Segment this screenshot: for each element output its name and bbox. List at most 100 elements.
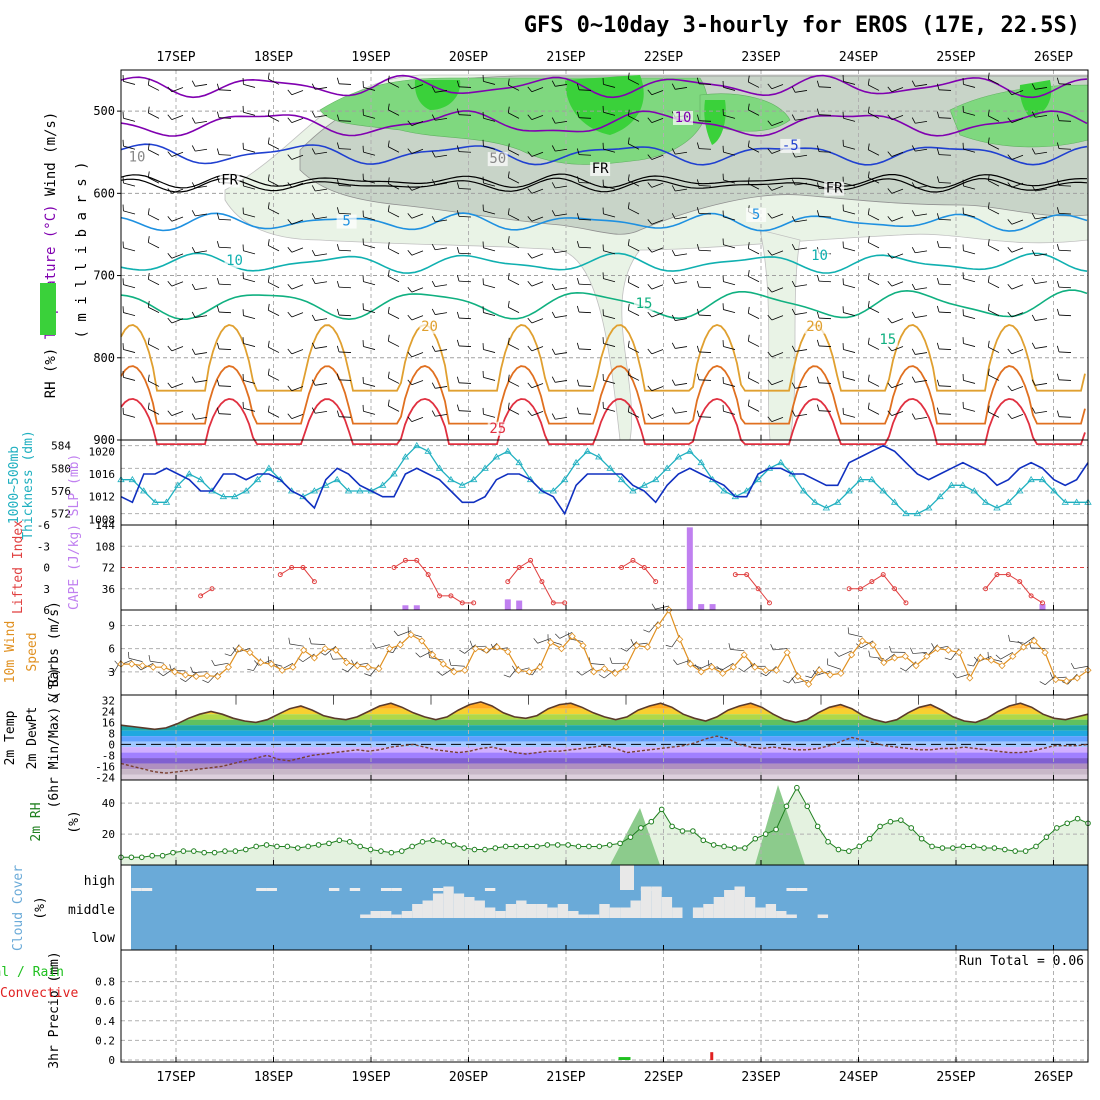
- wind-barb: [387, 306, 400, 320]
- wind-barb-feather: [867, 208, 870, 215]
- wind-barb-feather: [962, 142, 964, 150]
- wind10m-barb: [630, 638, 648, 646]
- wind-barb-staff: [651, 349, 664, 355]
- wind-barb: [1031, 407, 1048, 414]
- wind-barb: [962, 272, 976, 283]
- ua-ylabel: RH (%) Temperature (°C) Wind (m/s): [43, 112, 59, 399]
- rh2m-point: [638, 825, 644, 831]
- wind-barb-feather: [267, 174, 270, 181]
- wind-barb-feather: [407, 213, 413, 219]
- wind-barb-staff: [268, 180, 280, 187]
- thickness-point: [868, 475, 876, 483]
- wind-barb-feather: [551, 283, 556, 290]
- rh2m-point: [658, 806, 665, 813]
- wind-speed-point: [343, 658, 351, 667]
- wind-barb-feather: [311, 83, 316, 90]
- wind-barb: [336, 410, 352, 418]
- wind-barb: [482, 111, 496, 122]
- temp2m-ytick: -24: [95, 771, 115, 784]
- rh2m-point: [554, 842, 561, 848]
- wind-barb-feather: [911, 413, 916, 420]
- wind-barb: [867, 300, 880, 314]
- wind-barb-staff: [218, 89, 232, 91]
- precip-ytick: 0.6: [95, 995, 115, 1008]
- rh2m-point: [263, 842, 270, 848]
- wind-barb: [362, 275, 376, 286]
- temp2m-ytick: 0: [108, 738, 115, 751]
- contour-label: 10: [675, 110, 692, 126]
- wind-barb: [627, 405, 640, 418]
- wind-barb-staff: [891, 346, 904, 352]
- wind-barb: [167, 345, 184, 352]
- cape-bar: [413, 605, 420, 610]
- wind-speed-point: [783, 648, 791, 657]
- wind-speed-point: [235, 645, 243, 653]
- wind-barb: [507, 171, 520, 184]
- wind-barb-staff: [868, 149, 880, 156]
- wind-barb: [362, 340, 376, 350]
- slp-ylabel: 1000~500mb Thickness (dm): [7, 430, 36, 540]
- wind-barb-feather: [242, 401, 244, 409]
- wind-speed-point: [1009, 652, 1017, 660]
- li-line: [416, 560, 429, 575]
- wind10m-barb-feather: [791, 677, 796, 684]
- wind-barb: [1031, 249, 1048, 257]
- wind10m-barb-feather: [643, 629, 650, 633]
- wind-barb: [747, 140, 760, 153]
- rh2m-point: [960, 843, 967, 850]
- rh2m-point: [1002, 846, 1008, 853]
- cloud-high-bar: [256, 888, 267, 891]
- wind10m-barb-staff: [838, 650, 852, 657]
- wind-barb: [527, 280, 544, 287]
- cloud-mid-bar: [412, 904, 423, 918]
- wind-barb-feather: [387, 140, 390, 147]
- top-date-label: 22SEP: [644, 50, 683, 65]
- wind-barb-feather: [551, 182, 556, 189]
- wind10m-barb-feather: [415, 652, 421, 658]
- wind10m-barb: [469, 640, 487, 648]
- thickness-point: [560, 475, 569, 483]
- wind-barb: [287, 413, 304, 420]
- wind-barb: [722, 404, 736, 415]
- wind-barb: [362, 238, 376, 249]
- wind-barb-staff: [628, 180, 640, 187]
- li-line: [280, 567, 292, 576]
- wind-barb-feather: [267, 405, 270, 412]
- wind-barb-staff: [1035, 216, 1048, 220]
- wind-barb-feather: [336, 345, 340, 353]
- rh2m-point: [721, 843, 727, 850]
- rh2m-point: [783, 803, 790, 810]
- wind-barb: [887, 382, 904, 389]
- wind-barb-feather: [527, 151, 533, 157]
- wind-barb-staff: [795, 284, 808, 288]
- wind-barb-staff: [988, 281, 1000, 289]
- wind-barb: [147, 374, 160, 387]
- wind-barb: [242, 309, 256, 320]
- thickness-point: [913, 509, 922, 517]
- wind-barb: [647, 219, 664, 225]
- cloud-level-label: high: [84, 874, 115, 889]
- rh2m-point: [898, 817, 904, 823]
- chart-title: GFS 0~10day 3-hourly for EROS (17E, 22.5…: [524, 13, 1080, 38]
- wind-barb-staff: [1035, 114, 1048, 118]
- thickness-ytick: 580: [51, 462, 71, 475]
- wind-barb-feather: [287, 385, 293, 391]
- wind-barb-feather: [311, 148, 316, 155]
- wind-barb-staff: [795, 182, 808, 186]
- ua-ylabel-unit: ( m i l l i b a r s ): [74, 161, 90, 338]
- temp2m-ylabel: 2m DewPt: [25, 707, 40, 770]
- wind-barb: [842, 278, 856, 289]
- wind-speed-point: [944, 646, 952, 654]
- rh2m-point: [409, 843, 415, 850]
- thickness-point: [925, 504, 933, 511]
- wind-barb: [936, 148, 952, 156]
- wind-barb: [987, 239, 1000, 252]
- wind-barb-staff: [268, 374, 280, 381]
- top-date-label: 21SEP: [546, 50, 585, 65]
- wind-speed-point: [461, 666, 469, 674]
- wind10m-barb-staff: [375, 644, 390, 649]
- wind-speed-point: [407, 631, 415, 639]
- wind10m-barb-staff: [214, 662, 229, 666]
- wind-barb-feather: [387, 334, 390, 342]
- wind10m-barb: [760, 666, 777, 677]
